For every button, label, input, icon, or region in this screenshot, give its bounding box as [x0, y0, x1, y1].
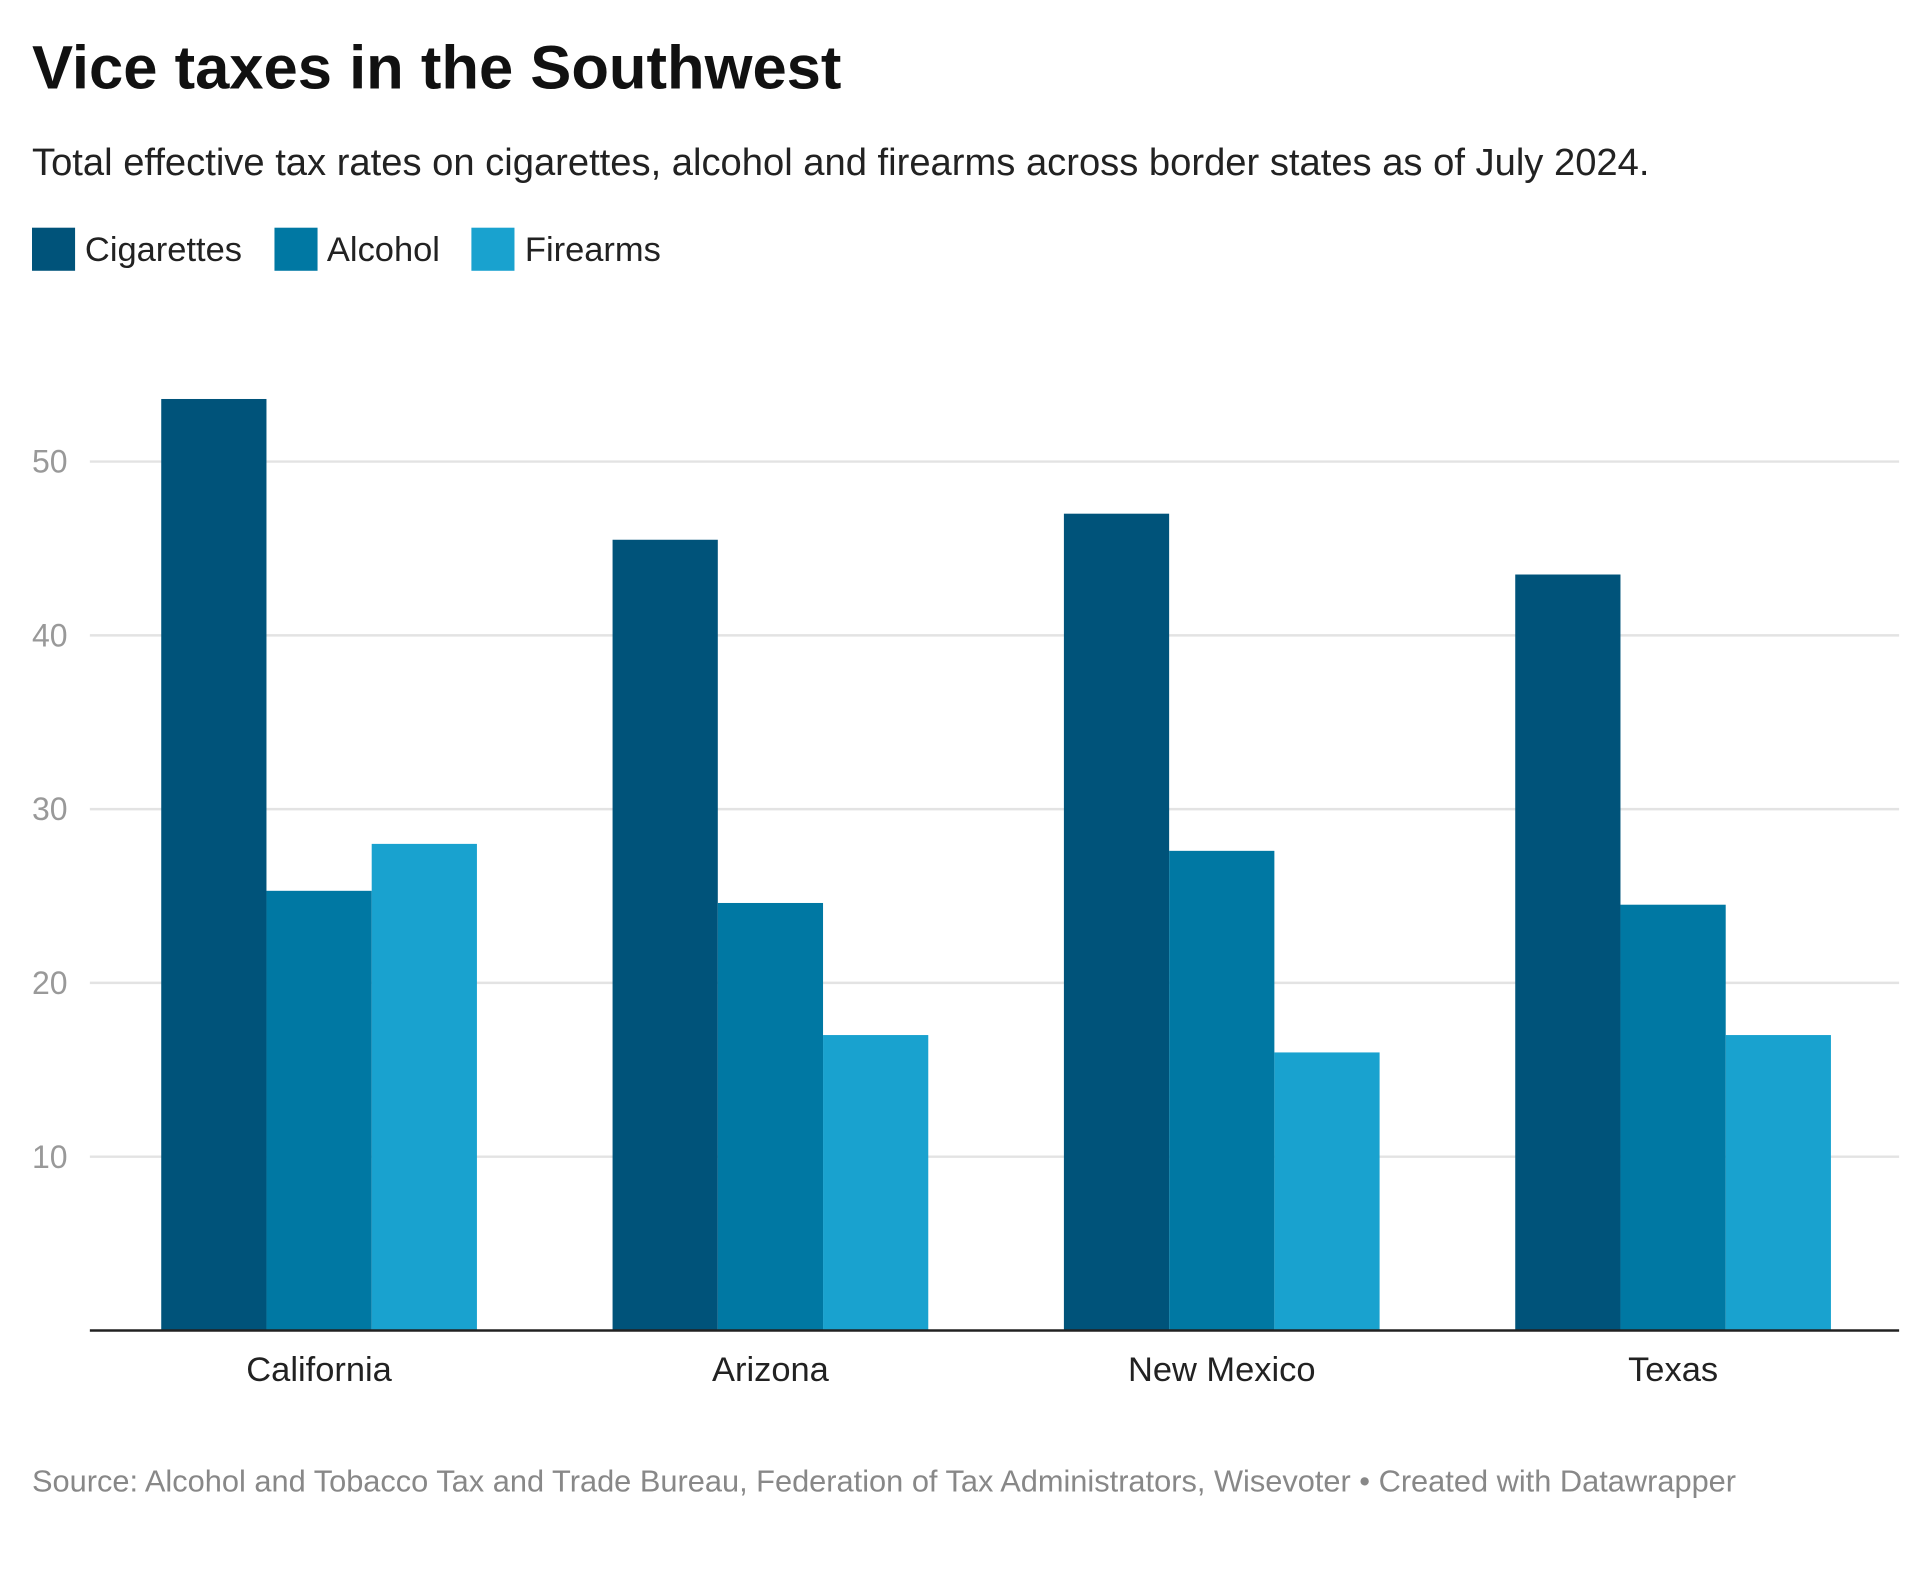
legend-label: Firearms — [524, 229, 661, 268]
x-tick-label: California — [246, 1351, 392, 1389]
bar-alcohol — [1620, 904, 1726, 1331]
y-tick-label: 10 — [32, 1139, 68, 1175]
x-tick-label: Texas — [1628, 1351, 1718, 1389]
bar-alcohol — [1169, 850, 1275, 1331]
bar-cigarettes — [612, 539, 718, 1331]
chart-title: Vice taxes in the Southwest — [32, 33, 842, 103]
chart-subtitle: Total effective tax rates on cigarettes,… — [32, 140, 1650, 184]
source-note: Source: Alcohol and Tobacco Tax and Trad… — [32, 1464, 1737, 1500]
bar-alcohol — [717, 902, 824, 1331]
legend-item-firearms: Firearms — [471, 227, 661, 271]
x-tick-label: New Mexico — [1128, 1351, 1316, 1389]
legend-label: Alcohol — [326, 229, 440, 268]
bar-cigarettes — [1063, 513, 1170, 1331]
bar-firearms — [1725, 1035, 1831, 1331]
legend: Cigarettes Alcohol Firearms — [32, 227, 661, 271]
legend-item-alcohol: Alcohol — [274, 227, 440, 271]
y-tick-label: 30 — [32, 791, 68, 827]
legend-label: Cigarettes — [84, 229, 243, 268]
bar-cigarettes — [1515, 574, 1621, 1331]
legend-swatch — [471, 227, 516, 271]
bar-cigarettes — [161, 398, 267, 1331]
legend-swatch — [32, 227, 76, 271]
y-tick-label: 40 — [32, 617, 68, 653]
bar-alcohol — [266, 890, 372, 1331]
y-tick-label: 20 — [32, 965, 68, 1001]
y-tick-label: 50 — [32, 444, 68, 480]
bar-firearms — [1274, 1052, 1380, 1331]
legend-swatch — [274, 227, 318, 271]
legend-item-cigarettes: Cigarettes — [32, 227, 243, 271]
bar-chart: 10 20 30 40 50 California Arizona New Mexico Tex… — [32, 398, 1900, 1389]
bar-firearms — [823, 1035, 929, 1331]
bar-firearms — [371, 843, 477, 1331]
x-tick-label: Arizona — [712, 1351, 830, 1389]
